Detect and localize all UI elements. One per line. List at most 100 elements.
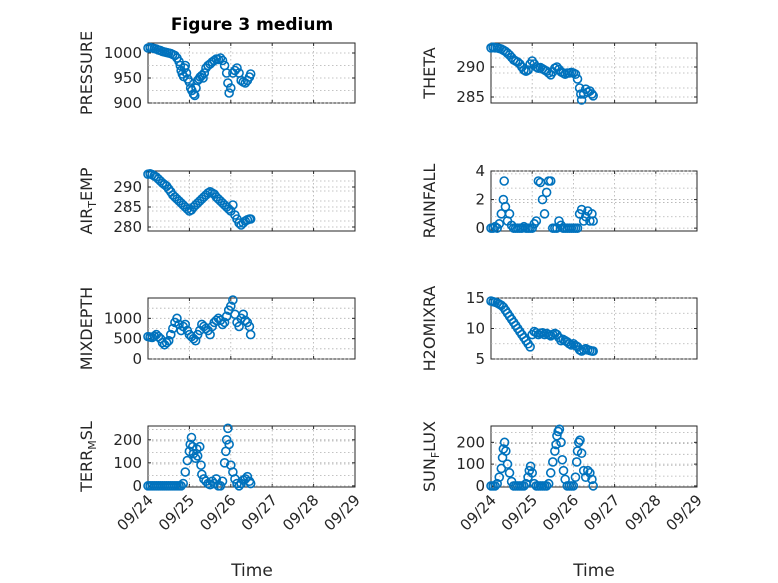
data-point <box>234 218 244 228</box>
data-point <box>496 463 507 474</box>
data-point <box>568 481 579 491</box>
data-point <box>185 439 196 450</box>
data-point <box>490 481 500 491</box>
data-point <box>545 468 556 478</box>
data-point <box>176 481 186 491</box>
data-point <box>539 209 550 219</box>
data-point <box>570 472 581 482</box>
data-point <box>217 476 228 487</box>
data-point <box>543 68 554 78</box>
data-point <box>556 437 566 448</box>
data-point <box>219 317 230 328</box>
y-tick-label: 290 <box>456 58 485 76</box>
data-point <box>572 74 583 84</box>
data-point <box>190 335 201 346</box>
data-point <box>560 474 570 485</box>
data-point <box>221 435 232 445</box>
y-axis-label: PRESSURE <box>77 31 96 115</box>
y-axis-label: RAINFALL <box>420 164 439 239</box>
data-point <box>245 329 256 340</box>
data-point <box>541 481 552 491</box>
data-point <box>588 216 598 226</box>
data-point <box>588 481 598 491</box>
data-point <box>180 467 191 477</box>
y-tick-label: 0 <box>475 219 485 237</box>
y-axis-label: MIXDEPTH <box>77 287 96 370</box>
y-tick-label: 0 <box>132 350 142 368</box>
data-point <box>583 465 593 476</box>
data-point <box>498 444 509 454</box>
y-tick-label: 290 <box>113 178 142 196</box>
data-point <box>213 54 224 65</box>
data-point <box>223 423 233 434</box>
y-axis-label: SUNFLUX <box>420 421 442 492</box>
data-point <box>554 424 565 435</box>
y-tick-label: 0 <box>132 477 142 495</box>
data-point <box>219 458 230 468</box>
data-point <box>547 457 558 467</box>
data-point <box>226 301 236 311</box>
data-point <box>488 223 498 233</box>
data-point <box>533 176 544 186</box>
subplot-5: 0 500 1000 MIXDEPTH <box>77 287 356 370</box>
data-point <box>197 469 207 480</box>
data-point <box>576 204 587 215</box>
data-point <box>504 468 515 478</box>
x-tick-label: 09/28 <box>279 491 322 534</box>
figure-title: Figure 3 medium <box>171 15 333 35</box>
data-point <box>163 335 174 346</box>
y-tick-label: 1000 <box>104 44 142 62</box>
y-tick-label: 200 <box>113 431 142 449</box>
x-tick-label: 09/29 <box>663 491 706 534</box>
data-point <box>587 89 597 99</box>
data-point <box>215 481 226 491</box>
data-point <box>504 209 515 219</box>
data-point <box>537 327 548 338</box>
data-point <box>245 69 256 79</box>
data-point <box>186 432 197 443</box>
data-point <box>501 446 511 456</box>
y-tick-label: 10 <box>466 320 485 338</box>
data-point <box>545 176 556 186</box>
data-point <box>500 201 511 212</box>
y-axis-label: AIRTEMP <box>77 167 99 234</box>
y-tick-label: 285 <box>113 198 142 216</box>
data-point <box>226 83 236 93</box>
data-point <box>519 481 529 491</box>
y-tick-label: 4 <box>475 162 485 180</box>
x-tick-label: 09/29 <box>321 491 364 534</box>
data-point <box>587 474 597 485</box>
data-point <box>172 313 182 324</box>
y-tick-label: 200 <box>456 433 485 451</box>
data-point <box>194 441 205 452</box>
x-tick-label: 09/26 <box>196 491 239 534</box>
x-tick-label: 09/27 <box>238 491 281 534</box>
y-tick-label: 100 <box>456 455 485 473</box>
subplot-1: 900 950 1000 PRESSURE <box>77 31 356 115</box>
data-point <box>537 194 548 205</box>
data-point <box>492 478 502 489</box>
y-tick-label: 280 <box>113 218 142 236</box>
y-tick-label: 285 <box>456 88 485 106</box>
y-tick-label: 950 <box>113 69 142 87</box>
data-point <box>576 95 587 105</box>
data-point <box>228 200 238 210</box>
y-tick-label: 1000 <box>104 309 142 327</box>
data-point <box>502 459 513 469</box>
data-point <box>557 454 568 465</box>
data-point <box>181 68 192 78</box>
data-point <box>571 457 582 467</box>
data-point <box>525 461 536 472</box>
data-point <box>576 448 587 459</box>
data-point <box>550 446 560 456</box>
plot-area <box>490 425 698 488</box>
x-axis-label-left: Time <box>230 561 273 581</box>
data-point <box>178 478 188 489</box>
subplot-4: 0 2 4 RAINFALL <box>420 162 698 239</box>
data-point <box>215 53 226 63</box>
data-point <box>165 329 176 340</box>
data-point <box>531 216 542 226</box>
data-point <box>499 176 509 186</box>
